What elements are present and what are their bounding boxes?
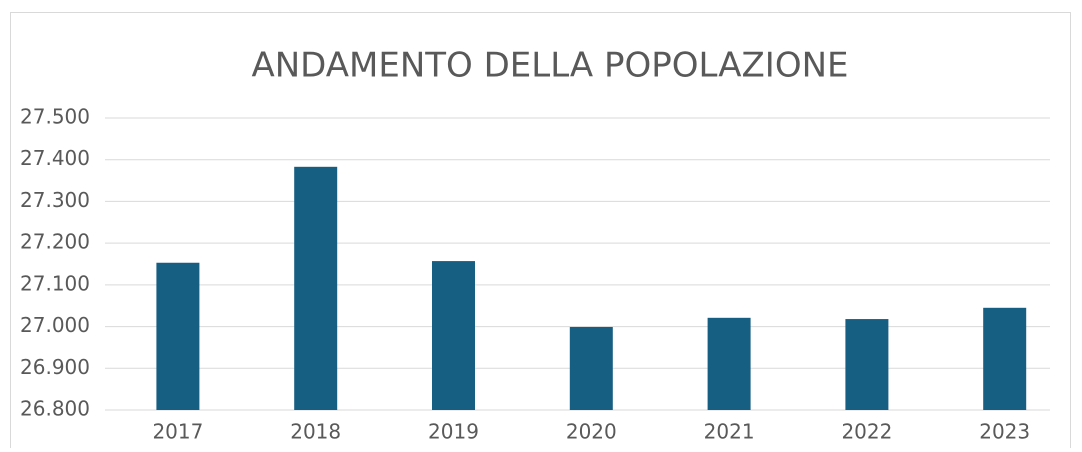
y-tick-label: 27.200 [20, 230, 90, 254]
bar [983, 307, 1027, 410]
bar [156, 262, 200, 410]
x-tick-label: 2018 [290, 420, 341, 444]
y-tick-label: 27.500 [20, 105, 90, 129]
bar [294, 166, 338, 410]
y-tick-label: 27.100 [20, 271, 90, 295]
bar [569, 326, 613, 410]
y-tick-label: 26.800 [20, 397, 90, 421]
x-tick-label: 2023 [979, 420, 1030, 444]
x-tick-label: 2017 [152, 420, 203, 444]
y-tick-label: 27.400 [20, 146, 90, 170]
bar [845, 319, 889, 410]
y-tick-label: 26.900 [20, 355, 90, 379]
x-tick-label: 2022 [841, 420, 892, 444]
y-tick-label: 27.300 [20, 188, 90, 212]
chart-title: ANDAMENTO DELLA POPOLAZIONE [251, 46, 848, 86]
bar [707, 317, 751, 410]
y-tick-label: 27.000 [20, 313, 90, 337]
x-tick-label: 2021 [704, 420, 755, 444]
x-tick-label: 2020 [566, 420, 617, 444]
x-tick-label: 2019 [428, 420, 479, 444]
bar [432, 261, 475, 410]
